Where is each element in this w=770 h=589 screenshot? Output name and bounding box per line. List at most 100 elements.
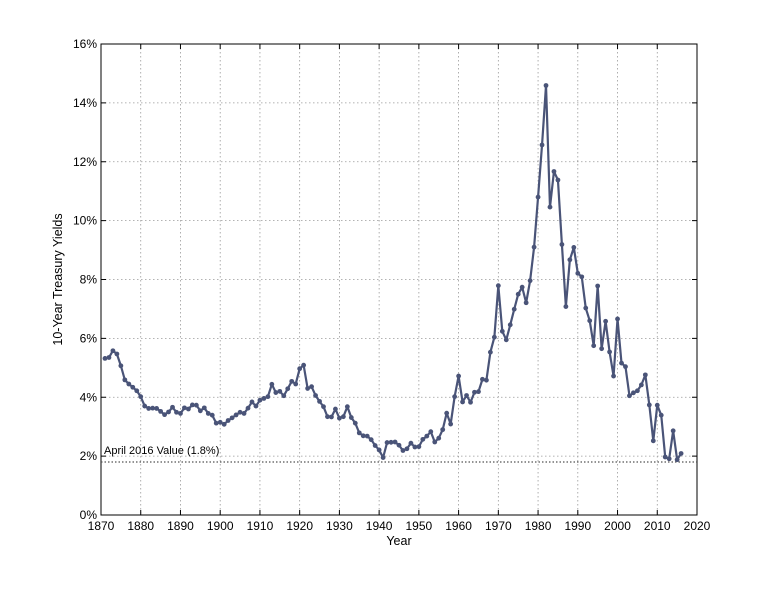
data-point: [333, 406, 338, 412]
data-point: [484, 377, 489, 383]
y-tick-label: 4%: [80, 390, 98, 404]
data-point: [595, 283, 601, 289]
data-point: [205, 411, 211, 416]
data-point: [134, 388, 140, 394]
data-point: [499, 328, 505, 334]
data-point: [329, 414, 334, 420]
data-point: [619, 360, 624, 366]
x-tick-label: 1880: [127, 519, 154, 533]
data-point: [305, 386, 311, 391]
data-point: [241, 411, 247, 416]
data-point: [174, 409, 179, 415]
data-point: [495, 283, 501, 289]
data-point: [551, 169, 557, 174]
x-tick-label: 1970: [485, 519, 512, 533]
data-point: [412, 444, 418, 450]
x-tick-label: 1920: [286, 519, 313, 533]
data-point: [170, 404, 175, 410]
data-point: [436, 435, 442, 441]
x-tick-label: 2020: [684, 519, 711, 533]
data-point: [118, 363, 124, 369]
data-point: [424, 433, 430, 439]
data-point: [249, 399, 255, 405]
data-point: [162, 412, 167, 418]
data-point: [364, 433, 370, 439]
data-point: [325, 414, 330, 420]
x-tick-label: 1940: [366, 519, 393, 533]
data-point: [623, 364, 628, 370]
data-point: [392, 439, 398, 445]
data-point: [293, 381, 299, 387]
data-point: [368, 437, 374, 443]
data-point: [352, 420, 358, 426]
data-point: [662, 454, 668, 460]
data-point: [539, 142, 545, 148]
data-point: [487, 349, 493, 355]
data-point: [348, 415, 354, 420]
data-point: [122, 377, 128, 383]
data-point: [237, 409, 243, 415]
y-tick-label: 14%: [73, 96, 97, 110]
data-point: [277, 388, 283, 394]
y-tick-label: 2%: [80, 449, 98, 463]
y-tick-label: 0%: [80, 508, 98, 522]
data-point: [130, 384, 136, 390]
data-point: [178, 411, 183, 416]
data-point: [360, 433, 366, 439]
data-point: [527, 278, 533, 284]
data-point: [658, 412, 664, 418]
data-point: [507, 322, 513, 328]
data-point: [670, 428, 676, 434]
data-point: [110, 348, 116, 354]
x-tick-label: 1980: [525, 519, 552, 533]
x-tick-label: 2010: [644, 519, 671, 533]
data-point: [182, 405, 187, 411]
data-point: [209, 412, 215, 418]
data-point: [384, 440, 390, 445]
data-point: [154, 406, 160, 411]
data-point: [646, 402, 652, 408]
data-point: [193, 402, 199, 408]
data-point: [654, 402, 660, 408]
data-point: [233, 412, 239, 418]
x-tick-label: 1870: [88, 519, 115, 533]
data-point: [571, 245, 577, 250]
data-point: [579, 274, 585, 280]
data-point: [575, 270, 581, 276]
data-point: [468, 399, 473, 405]
data-point: [476, 389, 481, 395]
data-point: [563, 304, 569, 309]
data-point: [356, 430, 362, 436]
data-point: [638, 382, 644, 388]
data-point: [396, 442, 402, 448]
data-point: [201, 405, 207, 411]
data-point: [503, 337, 509, 343]
data-point: [313, 393, 318, 398]
data-point: [301, 362, 307, 368]
data-point: [674, 457, 680, 463]
data-point: [555, 177, 561, 183]
data-point: [428, 429, 434, 435]
data-point: [472, 389, 477, 395]
y-tick-label: 12%: [73, 155, 97, 169]
data-point: [547, 204, 553, 210]
data-point: [245, 405, 251, 411]
data-point: [491, 334, 497, 340]
data-point: [599, 346, 605, 352]
y-axis-title: 10-Year Treasury Yields: [51, 213, 65, 345]
data-point: [511, 306, 517, 312]
data-point: [297, 366, 303, 372]
data-point: [515, 291, 521, 297]
data-point: [213, 420, 219, 426]
data-point: [197, 408, 203, 414]
data-point: [150, 405, 156, 411]
data-point: [627, 393, 632, 399]
data-point: [281, 393, 287, 399]
data-point: [253, 403, 259, 409]
data-point: [523, 300, 529, 306]
series-group: [102, 83, 684, 463]
data-point: [591, 343, 597, 349]
data-point: [420, 436, 426, 442]
data-point: [543, 83, 549, 88]
x-tick-label: 2000: [604, 519, 631, 533]
